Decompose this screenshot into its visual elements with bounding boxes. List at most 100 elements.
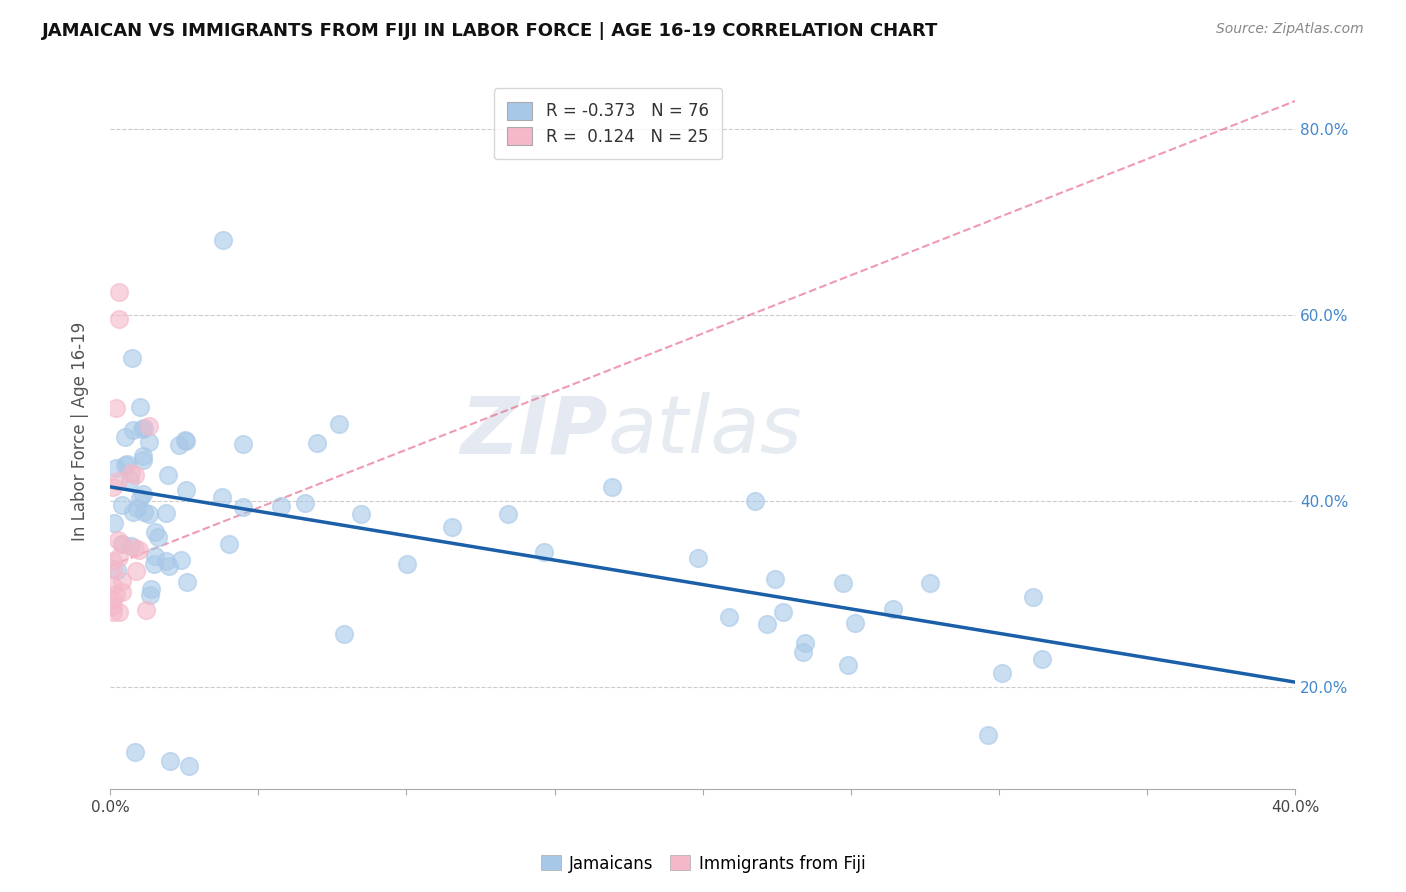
Point [103, 516, 125, 530]
Point [1022, 591, 1045, 605]
Point [114, 430, 136, 444]
Point [139, 588, 162, 602]
Point [232, 437, 254, 451]
Point [755, 616, 778, 631]
Point [844, 616, 866, 631]
Point [763, 573, 786, 587]
Point [157, 559, 180, 574]
Point [305, 436, 328, 450]
Text: atlas: atlas [607, 392, 803, 470]
Point [832, 576, 855, 591]
Legend: R = -0.373   N = 76, R =  0.124   N = 25: R = -0.373 N = 76, R = 0.124 N = 25 [494, 88, 721, 159]
Point [124, 745, 146, 759]
Point [837, 657, 859, 672]
Point [991, 665, 1014, 680]
Point [155, 506, 177, 520]
Point [146, 530, 169, 544]
Point [107, 474, 129, 488]
Point [155, 554, 177, 568]
Point [211, 234, 233, 248]
Point [124, 564, 146, 578]
Point [159, 754, 181, 768]
Point [718, 610, 741, 624]
Point [920, 576, 942, 591]
Point [101, 599, 124, 613]
Point [170, 553, 193, 567]
Point [157, 467, 180, 482]
Point [114, 458, 136, 473]
Point [128, 543, 150, 558]
Point [138, 419, 160, 434]
Point [132, 505, 155, 519]
Point [108, 312, 131, 326]
Point [132, 486, 155, 500]
Point [792, 645, 814, 659]
Point [128, 491, 150, 505]
Point [101, 591, 124, 606]
Text: JAMAICAN VS IMMIGRANTS FROM FIJI IN LABOR FORCE | AGE 16-19 CORRELATION CHART: JAMAICAN VS IMMIGRANTS FROM FIJI IN LABO… [42, 22, 939, 40]
Point [132, 452, 155, 467]
Point [122, 424, 145, 438]
Point [107, 533, 129, 548]
Point [1031, 651, 1053, 665]
Point [270, 499, 292, 513]
Point [125, 501, 148, 516]
Point [600, 480, 623, 494]
Point [396, 557, 419, 571]
Point [108, 606, 131, 620]
Point [121, 351, 143, 365]
Point [793, 636, 815, 650]
Point [131, 421, 153, 435]
Point [174, 433, 197, 447]
Point [105, 563, 128, 577]
Point [211, 490, 233, 504]
Point [138, 507, 160, 521]
Point [135, 603, 157, 617]
Point [179, 759, 201, 773]
Point [115, 457, 138, 471]
Point [328, 417, 350, 432]
Point [141, 582, 163, 596]
Point [744, 493, 766, 508]
Point [176, 434, 198, 448]
Point [124, 467, 146, 482]
Point [143, 549, 166, 564]
Point [101, 554, 124, 568]
Point [496, 507, 519, 521]
Point [120, 466, 142, 480]
Point [111, 585, 134, 599]
Text: Source: ZipAtlas.com: Source: ZipAtlas.com [1216, 22, 1364, 37]
Point [110, 537, 132, 551]
Point [143, 524, 166, 539]
Point [138, 434, 160, 449]
Point [103, 579, 125, 593]
Point [686, 551, 709, 566]
Point [772, 605, 794, 619]
Point [142, 557, 165, 571]
Point [111, 574, 134, 589]
Legend: Jamaicans, Immigrants from Fiji: Jamaicans, Immigrants from Fiji [534, 848, 872, 880]
Point [350, 507, 373, 521]
Point [105, 587, 128, 601]
Point [174, 483, 197, 497]
Point [124, 541, 146, 556]
Point [218, 537, 240, 551]
Text: ZIP: ZIP [461, 392, 607, 470]
Point [101, 480, 124, 494]
Point [120, 539, 142, 553]
Point [333, 627, 356, 641]
Point [105, 401, 128, 415]
Point [118, 473, 141, 487]
Point [977, 728, 1000, 742]
Point [121, 506, 143, 520]
Point [132, 449, 155, 463]
Point [176, 574, 198, 589]
Point [101, 562, 124, 576]
Point [108, 285, 131, 299]
Point [441, 520, 464, 534]
Point [108, 549, 131, 564]
Point [129, 400, 152, 414]
Point [111, 537, 134, 551]
Point [101, 606, 124, 620]
Point [232, 500, 254, 514]
